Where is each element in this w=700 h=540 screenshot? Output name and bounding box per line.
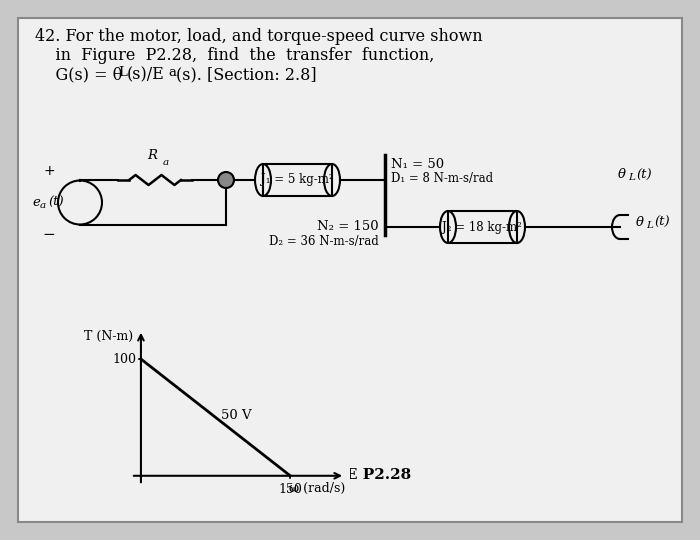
FancyBboxPatch shape xyxy=(18,18,682,522)
Text: FIGURE P2.28: FIGURE P2.28 xyxy=(289,468,411,482)
Text: 50 V: 50 V xyxy=(220,409,251,422)
Text: (t): (t) xyxy=(48,196,64,209)
Text: in  Figure  P2.28,  find  the  transfer  function,: in Figure P2.28, find the transfer funct… xyxy=(35,47,435,64)
Text: ω (rad/s): ω (rad/s) xyxy=(289,482,345,495)
Circle shape xyxy=(218,172,234,188)
Text: a: a xyxy=(163,158,169,167)
Text: T (N-m): T (N-m) xyxy=(84,330,133,343)
Text: θ: θ xyxy=(618,168,626,181)
Text: a: a xyxy=(40,201,46,210)
Text: −: − xyxy=(42,227,55,242)
Text: θ: θ xyxy=(636,215,644,228)
Text: J₂ = 18 kg-m²: J₂ = 18 kg-m² xyxy=(442,220,522,233)
Text: R: R xyxy=(147,149,157,162)
Text: L: L xyxy=(628,173,635,183)
Text: 100: 100 xyxy=(112,353,136,366)
Text: 42. For the motor, load, and torque-speed curve shown: 42. For the motor, load, and torque-spee… xyxy=(35,28,482,45)
Text: e: e xyxy=(32,196,40,209)
Bar xyxy=(263,164,332,196)
Bar xyxy=(448,211,517,243)
Text: a: a xyxy=(168,66,176,79)
Text: (t): (t) xyxy=(654,215,670,228)
Text: (t): (t) xyxy=(636,168,652,181)
Text: (s). [Section: 2.8]: (s). [Section: 2.8] xyxy=(176,66,316,83)
Text: L: L xyxy=(118,66,127,79)
Text: (s)/E: (s)/E xyxy=(127,66,164,83)
Text: G(s) = θ: G(s) = θ xyxy=(35,66,122,83)
Text: N₂ = 150: N₂ = 150 xyxy=(317,220,379,233)
Text: D₁ = 8 N-m-s/rad: D₁ = 8 N-m-s/rad xyxy=(391,172,493,185)
Text: +: + xyxy=(43,164,55,178)
Text: L: L xyxy=(646,220,653,230)
Text: 150: 150 xyxy=(279,483,302,496)
Text: N₁ = 50: N₁ = 50 xyxy=(391,158,444,171)
Text: J₁ = 5 kg-m²: J₁ = 5 kg-m² xyxy=(260,173,333,186)
Text: D₂ = 36 N-m-s/rad: D₂ = 36 N-m-s/rad xyxy=(270,235,379,248)
